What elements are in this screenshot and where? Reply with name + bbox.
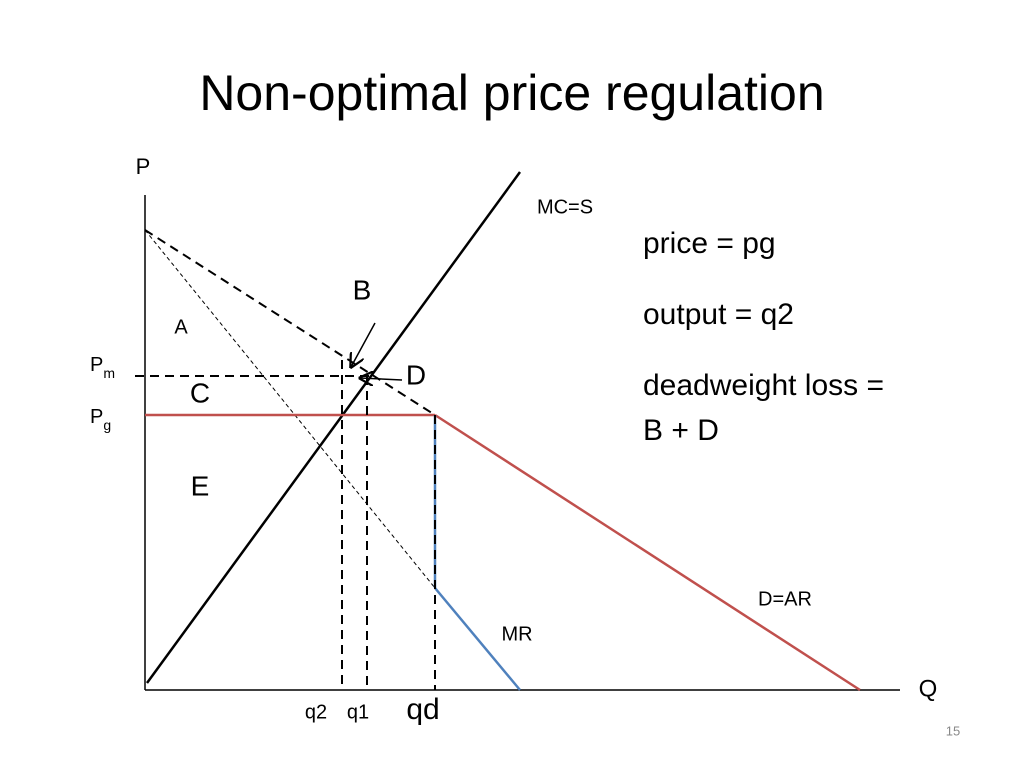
quantity-label: qd xyxy=(406,693,439,726)
curve-label: MC=S xyxy=(537,196,593,218)
area-label: B xyxy=(353,274,372,305)
note: deadweight loss = xyxy=(643,369,884,402)
note: B + D xyxy=(643,414,719,447)
mr-curve xyxy=(434,587,521,691)
price-label: Pm xyxy=(90,354,115,380)
demand-dashed xyxy=(144,229,436,416)
curve-label: MR xyxy=(501,623,532,645)
quantity-label: q1 xyxy=(347,701,369,723)
area-label: C xyxy=(190,377,210,408)
arrow-d xyxy=(360,378,403,380)
page-number: 15 xyxy=(946,723,960,738)
note: output = q2 xyxy=(643,298,794,331)
demand-curve xyxy=(434,413,861,692)
x-axis-label: Q xyxy=(919,675,938,702)
area-label: A xyxy=(174,316,188,338)
y-axis-label: P xyxy=(136,154,151,179)
price-label-base: P xyxy=(90,406,103,428)
price-label-sub: m xyxy=(103,365,115,381)
title: Non-optimal price regulation xyxy=(199,65,824,121)
area-label: E xyxy=(191,470,210,501)
supply-curve xyxy=(145,171,522,684)
mr-dashed xyxy=(144,229,436,589)
quantity-label: q2 xyxy=(305,701,327,723)
area-label: D xyxy=(406,359,426,390)
price-label: Pg xyxy=(90,406,111,432)
price-label-sub: g xyxy=(103,417,111,433)
arrow-b xyxy=(351,322,376,367)
curve-label: D=AR xyxy=(758,588,812,610)
price-label-base: P xyxy=(90,354,103,376)
note: price = pg xyxy=(643,227,776,260)
